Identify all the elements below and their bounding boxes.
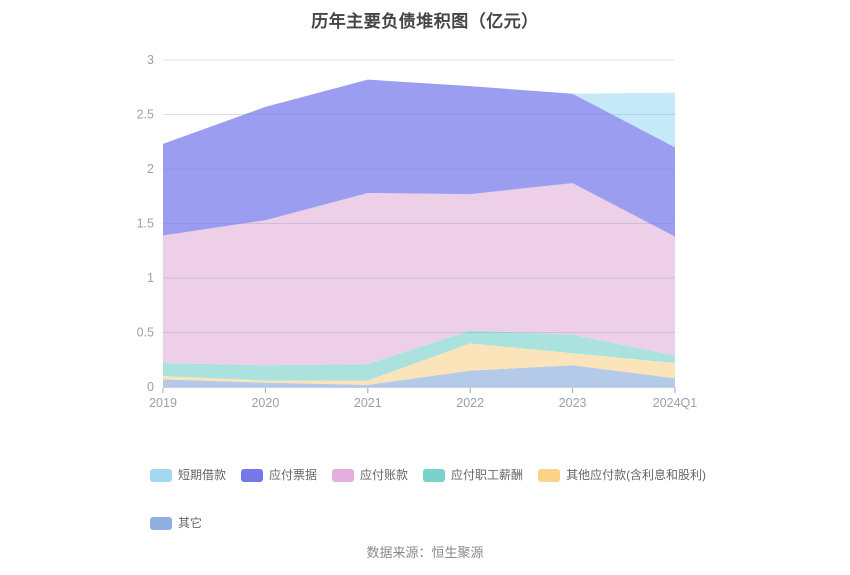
legend-swatch	[423, 468, 446, 482]
legend-label: 其他应付款(含利息和股利)	[566, 468, 707, 482]
legend-swatch	[150, 468, 172, 482]
legend-item-应付票据[interactable]: 应付票据	[241, 468, 317, 482]
area-band-应付职工薪酬[interactable]	[163, 330, 675, 381]
legend-label: 其它	[178, 516, 203, 530]
legend-swatch	[538, 468, 561, 482]
chart-title: 历年主要负债堆积图（亿元）	[311, 12, 539, 31]
x-axis-label: 2021	[354, 396, 382, 410]
area-band-应付票据[interactable]	[163, 79, 675, 237]
x-axis-label: 2019	[149, 396, 177, 410]
legend-item-其他应付款(含利息和股利)[interactable]: 其他应付款(含利息和股利)	[538, 468, 706, 482]
area-band-其他应付款(含利息和股利)[interactable]	[163, 343, 675, 385]
legend-label: 应付职工薪酬	[451, 468, 524, 482]
legend-label: 应付票据	[269, 468, 318, 482]
legend-swatch	[150, 516, 172, 530]
legend: 短期借款 应付票据 应付账款 应付职工薪酬 其他应付款(含利息和股利) 其它	[150, 468, 750, 530]
y-axis-label: 0.5	[137, 326, 154, 340]
x-axis-label: 2023	[559, 396, 587, 410]
y-axis-label: 3	[147, 53, 154, 67]
x-axis-label: 2022	[456, 396, 484, 410]
area-band-其它[interactable]	[163, 365, 675, 387]
legend-item-其它[interactable]: 其它	[150, 516, 202, 530]
stacked-area-chart[interactable]: 2019 2020 2021 2022 2023 2024Q1 0 0.5 1 1.5 2 2.5 3	[0, 0, 850, 460]
y-axis-label: 0	[147, 380, 154, 394]
legend-item-应付账款[interactable]: 应付账款	[332, 468, 408, 482]
y-axis-label: 2.5	[137, 108, 154, 122]
data-source-label: 数据来源：恒生聚源	[366, 545, 484, 560]
y-axis-label: 1	[147, 271, 154, 285]
legend-swatch	[241, 468, 264, 482]
x-axis-label: 2020	[251, 396, 279, 410]
area-band-应付账款[interactable]	[163, 183, 675, 366]
legend-item-应付职工薪酬[interactable]: 应付职工薪酬	[423, 468, 523, 482]
y-axis-label: 2	[147, 162, 154, 176]
legend-label: 短期借款	[178, 468, 227, 482]
legend-label: 应付账款	[360, 468, 409, 482]
x-axis-label: 2024Q1	[653, 396, 698, 410]
y-axis-label: 1.5	[137, 217, 154, 231]
legend-item-短期借款[interactable]: 短期借款	[150, 468, 226, 482]
legend-swatch	[332, 468, 355, 482]
